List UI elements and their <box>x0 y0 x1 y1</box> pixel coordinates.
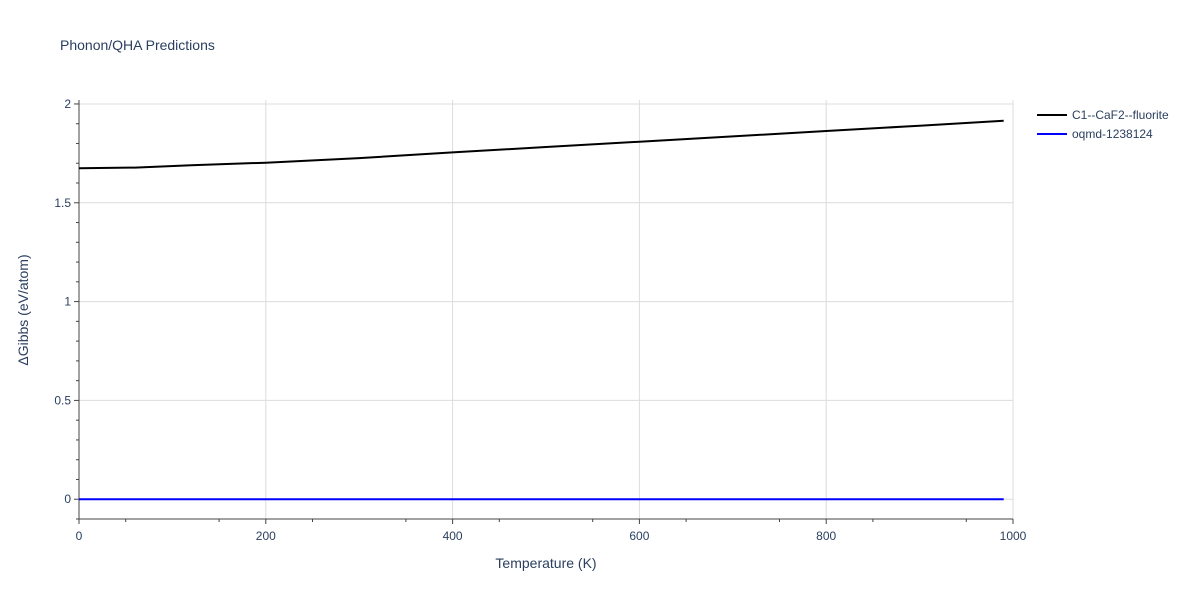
series-line <box>78 119 1004 170</box>
x-axis-title: Temperature (K) <box>495 555 596 571</box>
x-tick-label: 200 <box>256 529 276 543</box>
y-tick-label: 0 <box>64 492 71 506</box>
legend[interactable]: C1--CaF2--fluorite oqmd-1238124 <box>1037 108 1169 141</box>
x-tick-label: 800 <box>816 529 836 543</box>
legend-label[interactable]: C1--CaF2--fluorite <box>1072 108 1169 122</box>
legend-label[interactable]: oqmd-1238124 <box>1072 127 1153 141</box>
chart-title: Phonon/QHA Predictions <box>60 37 215 53</box>
x-tick-label: 0 <box>76 529 83 543</box>
x-tick-label: 600 <box>629 529 649 543</box>
x-tick-label: 400 <box>443 529 463 543</box>
y-tick-label: 1.5 <box>54 196 71 210</box>
axes <box>78 100 1013 520</box>
y-tick-label: 1 <box>64 295 71 309</box>
ticks: 0 200 400 600 800 1000 0 0.5 1 1.5 2 <box>54 97 1026 543</box>
grid <box>79 100 1014 519</box>
series-layer <box>78 119 1004 501</box>
y-axis-title: ΔGibbs (eV/atom) <box>15 254 31 365</box>
y-tick-label: 0.5 <box>54 393 71 407</box>
x-tick-label: 1000 <box>1000 529 1027 543</box>
y-tick-label: 2 <box>64 97 71 111</box>
